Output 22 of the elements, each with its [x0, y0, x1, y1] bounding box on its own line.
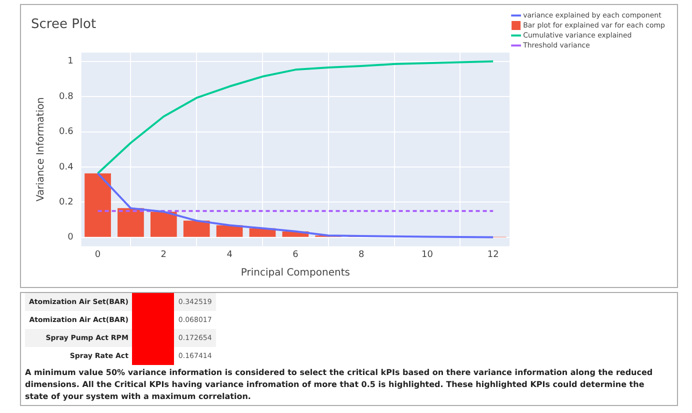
x-tick-label: 10 [421, 250, 434, 260]
x-tick-label: 6 [292, 250, 299, 260]
x-axis-title: Principal Components [240, 268, 350, 279]
x-tick-label: 12 [487, 250, 499, 260]
y-tick-label: 0 [68, 232, 74, 243]
bar [118, 208, 144, 237]
y-tick-label: 0.6 [58, 127, 74, 138]
y-axis-title: Variance Information [36, 97, 47, 202]
chart-title: Scree Plot [31, 17, 96, 32]
text: A minimum value 50% variance information is considered to select the critical kPIs based on there variance information along the reduced dimensions. All the Critical KPIs having variance infromation of more that 0.5 is highlighted. These highlighted KPIs could determine the state of your system with a maximum correlation. [24, 367, 654, 403]
x-tick-label: 0 [94, 250, 101, 260]
y-tick-label: 1 [68, 56, 74, 67]
bar [183, 220, 210, 237]
bar [84, 173, 111, 237]
x-tick-label: 8 [358, 250, 364, 260]
x-tick-label: 4 [226, 250, 233, 260]
x-tick-label: 2 [160, 250, 167, 260]
y-tick-label: 0.2 [58, 198, 74, 208]
bar [150, 212, 177, 237]
bar [216, 225, 243, 237]
y-tick-label: 0.4 [58, 162, 74, 172]
y-tick-label: 0.8 [58, 92, 74, 102]
